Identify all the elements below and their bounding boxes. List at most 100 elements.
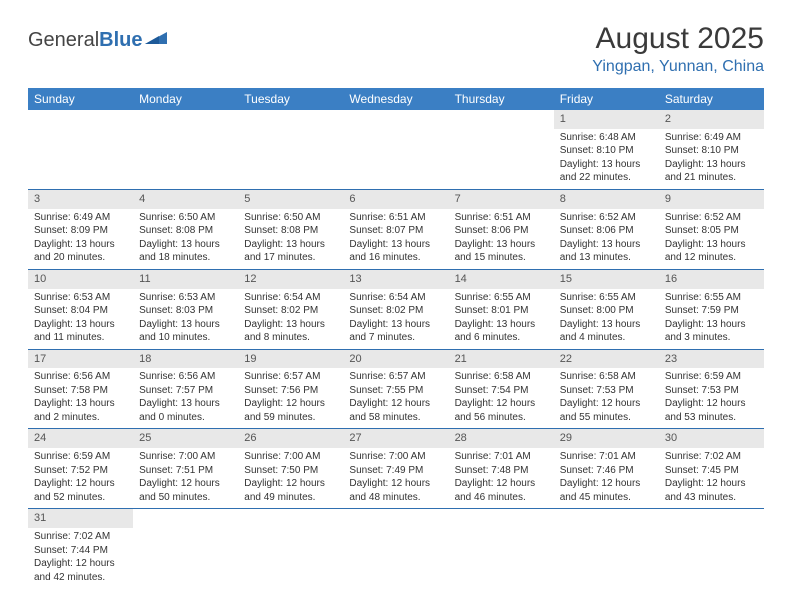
logo-text-general: General (28, 29, 99, 52)
day-number: 11 (133, 270, 238, 289)
daylight-text: Daylight: 13 hours and 21 minutes. (665, 158, 758, 185)
calendar-cell: 22Sunrise: 6:58 AMSunset: 7:53 PMDayligh… (554, 349, 659, 429)
calendar-cell: 24Sunrise: 6:59 AMSunset: 7:52 PMDayligh… (28, 429, 133, 509)
daylight-text: Daylight: 12 hours and 55 minutes. (560, 397, 653, 424)
day-number: 14 (449, 270, 554, 289)
sunset-text: Sunset: 7:50 PM (244, 464, 337, 478)
calendar-cell (238, 110, 343, 189)
daylight-text: Daylight: 13 hours and 2 minutes. (34, 397, 127, 424)
day-number: 22 (554, 350, 659, 369)
sunrise-text: Sunrise: 6:53 AM (34, 291, 127, 305)
calendar-row: 24Sunrise: 6:59 AMSunset: 7:52 PMDayligh… (28, 429, 764, 509)
weekday-header: Monday (133, 88, 238, 110)
calendar-cell: 30 Sunrise: 7:02 AMSunset: 7:45 PMDayligh… (659, 429, 764, 509)
day-number: 4 (133, 190, 238, 209)
sunrise-text: Sunrise: 6:49 AM (34, 211, 127, 225)
day-number: 21 (449, 350, 554, 369)
sunset-text: Sunset: 8:04 PM (34, 304, 127, 318)
daylight-text: Daylight: 13 hours and 6 minutes. (455, 318, 548, 345)
sunrise-text: Sunrise: 6:59 AM (34, 450, 127, 464)
calendar-cell: 9 Sunrise: 6:52 AMSunset: 8:05 PMDaylight… (659, 189, 764, 269)
sunset-text: Sunset: 8:10 PM (665, 144, 758, 158)
calendar-cell (28, 110, 133, 189)
day-number: 29 (554, 429, 659, 448)
calendar-cell: 12Sunrise: 6:54 AMSunset: 8:02 PMDayligh… (238, 269, 343, 349)
day-number: 8 (554, 190, 659, 209)
sunrise-text: Sunrise: 6:58 AM (560, 370, 653, 384)
sunrise-text: Sunrise: 7:02 AM (34, 530, 127, 544)
day-number: 19 (238, 350, 343, 369)
calendar-cell: 7Sunrise: 6:51 AMSunset: 8:06 PMDaylight… (449, 189, 554, 269)
sunrise-text: Sunrise: 6:50 AM (244, 211, 337, 225)
sunrise-text: Sunrise: 6:54 AM (244, 291, 337, 305)
sunset-text: Sunset: 7:53 PM (560, 384, 653, 398)
calendar-cell (449, 509, 554, 588)
daylight-text: Daylight: 12 hours and 53 minutes. (665, 397, 758, 424)
calendar-cell: 16Sunrise: 6:55 AMSunset: 7:59 PMDayligh… (659, 269, 764, 349)
weekday-header: Saturday (659, 88, 764, 110)
day-number: 30 (659, 429, 764, 448)
daylight-text: Daylight: 13 hours and 22 minutes. (560, 158, 653, 185)
daylight-text: Daylight: 12 hours and 49 minutes. (244, 477, 337, 504)
calendar-cell: 11Sunrise: 6:53 AMSunset: 8:03 PMDayligh… (133, 269, 238, 349)
sunrise-text: Sunrise: 6:52 AM (665, 211, 758, 225)
day-number: 26 (238, 429, 343, 448)
sunrise-text: Sunrise: 6:55 AM (560, 291, 653, 305)
calendar-cell: 13Sunrise: 6:54 AMSunset: 8:02 PMDayligh… (343, 269, 448, 349)
day-number: 12 (238, 270, 343, 289)
sunrise-text: Sunrise: 7:00 AM (244, 450, 337, 464)
sunset-text: Sunset: 7:55 PM (349, 384, 442, 398)
location: Yingpan, Yunnan, China (592, 58, 764, 76)
sunset-text: Sunset: 7:53 PM (665, 384, 758, 398)
daylight-text: Daylight: 13 hours and 15 minutes. (455, 238, 548, 265)
daylight-text: Daylight: 12 hours and 46 minutes. (455, 477, 548, 504)
logo-flag-icon (145, 28, 167, 44)
day-number: 28 (449, 429, 554, 448)
sunrise-text: Sunrise: 6:58 AM (455, 370, 548, 384)
sunset-text: Sunset: 7:51 PM (139, 464, 232, 478)
calendar-table: Sunday Monday Tuesday Wednesday Thursday… (28, 88, 764, 588)
sunset-text: Sunset: 8:05 PM (665, 224, 758, 238)
day-number: 1 (554, 110, 659, 129)
calendar-cell: 2Sunrise: 6:49 AMSunset: 8:10 PMDaylight… (659, 110, 764, 189)
calendar-cell: 18Sunrise: 6:56 AMSunset: 7:57 PMDayligh… (133, 349, 238, 429)
sunset-text: Sunset: 7:52 PM (34, 464, 127, 478)
sunrise-text: Sunrise: 6:51 AM (455, 211, 548, 225)
sunrise-text: Sunrise: 7:01 AM (455, 450, 548, 464)
calendar-row: 17Sunrise: 6:56 AMSunset: 7:58 PMDayligh… (28, 349, 764, 429)
sunrise-text: Sunrise: 7:02 AM (665, 450, 758, 464)
calendar-cell: 8Sunrise: 6:52 AMSunset: 8:06 PMDaylight… (554, 189, 659, 269)
title-block: August 2025 Yingpan, Yunnan, China (592, 22, 764, 76)
sunrise-text: Sunrise: 6:49 AM (665, 131, 758, 145)
daylight-text: Daylight: 13 hours and 20 minutes. (34, 238, 127, 265)
day-number: 18 (133, 350, 238, 369)
calendar-cell: 29Sunrise: 7:01 AMSunset: 7:46 PMDayligh… (554, 429, 659, 509)
weekday-header: Tuesday (238, 88, 343, 110)
sunrise-text: Sunrise: 6:59 AM (665, 370, 758, 384)
sunset-text: Sunset: 7:45 PM (665, 464, 758, 478)
sunset-text: Sunset: 8:08 PM (139, 224, 232, 238)
logo-text-blue: Blue (99, 29, 142, 52)
day-number: 13 (343, 270, 448, 289)
calendar-cell: 23Sunrise: 6:59 AMSunset: 7:53 PMDayligh… (659, 349, 764, 429)
calendar-cell: 31Sunrise: 7:02 AMSunset: 7:44 PMDayligh… (28, 509, 133, 588)
calendar-cell (343, 509, 448, 588)
sunrise-text: Sunrise: 6:50 AM (139, 211, 232, 225)
daylight-text: Daylight: 13 hours and 12 minutes. (665, 238, 758, 265)
weekday-header: Thursday (449, 88, 554, 110)
daylight-text: Daylight: 12 hours and 43 minutes. (665, 477, 758, 504)
day-number: 9 (659, 190, 764, 209)
weekday-header: Wednesday (343, 88, 448, 110)
weekday-header-row: Sunday Monday Tuesday Wednesday Thursday… (28, 88, 764, 110)
sunrise-text: Sunrise: 6:53 AM (139, 291, 232, 305)
day-number: 16 (659, 270, 764, 289)
sunset-text: Sunset: 8:03 PM (139, 304, 232, 318)
daylight-text: Daylight: 13 hours and 16 minutes. (349, 238, 442, 265)
day-number: 31 (28, 509, 133, 528)
sunset-text: Sunset: 8:01 PM (455, 304, 548, 318)
day-number: 15 (554, 270, 659, 289)
logo: GeneralBlue (28, 22, 167, 52)
calendar-cell (449, 110, 554, 189)
sunset-text: Sunset: 8:09 PM (34, 224, 127, 238)
daylight-text: Daylight: 13 hours and 17 minutes. (244, 238, 337, 265)
